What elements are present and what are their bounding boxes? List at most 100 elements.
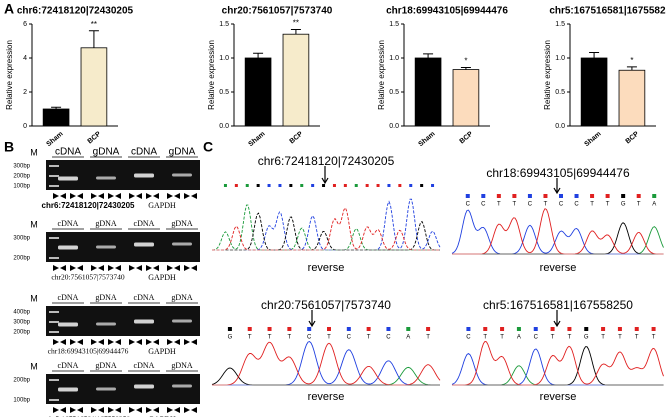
lane-label: gDNA bbox=[171, 219, 193, 228]
x-tick-label: Sham bbox=[583, 131, 602, 149]
x-tick-label: BCP bbox=[459, 130, 475, 145]
primer-arrow bbox=[146, 265, 152, 271]
base-letter: T bbox=[637, 202, 641, 208]
position-arrow bbox=[308, 310, 316, 328]
x-tick-label: BCP bbox=[289, 130, 305, 145]
y-tick-label: 0.5 bbox=[219, 89, 229, 96]
base-marker bbox=[287, 327, 292, 331]
primer-arrow bbox=[53, 407, 59, 413]
y-tick-label: 1.0 bbox=[555, 55, 565, 62]
y-tick-label: 6 bbox=[23, 21, 27, 28]
bar bbox=[414, 57, 442, 127]
base-marker bbox=[223, 184, 227, 187]
primer-arrow bbox=[77, 339, 83, 345]
size-label: 300bp bbox=[13, 320, 30, 326]
primer-arrow bbox=[91, 193, 97, 199]
gel-band bbox=[134, 319, 154, 324]
direction-label: reverse bbox=[308, 262, 345, 274]
primer-arrow bbox=[129, 193, 135, 199]
base-marker bbox=[346, 327, 351, 331]
gel-band bbox=[134, 173, 154, 178]
primer-arrow bbox=[184, 193, 190, 199]
primer-arrow bbox=[91, 265, 97, 271]
primer-arrow bbox=[115, 339, 121, 345]
primer-arrow bbox=[174, 339, 180, 345]
direction-label: reverse bbox=[540, 391, 577, 403]
gel-band bbox=[96, 176, 116, 180]
primer-arrow bbox=[129, 339, 135, 345]
primer-arrow bbox=[108, 193, 114, 199]
primer-arrow bbox=[184, 339, 190, 345]
y-tick-label: 0 bbox=[23, 123, 27, 130]
y-tick-label: 4 bbox=[23, 55, 27, 62]
y-axis-label: Relative expression bbox=[543, 40, 552, 110]
base-marker bbox=[550, 327, 555, 331]
y-tick-label: 0.0 bbox=[555, 123, 565, 130]
base-letter: T bbox=[327, 335, 331, 341]
size-label: 200bp bbox=[13, 378, 30, 384]
primer-arrow bbox=[115, 407, 121, 413]
gel-band bbox=[172, 242, 192, 246]
base-marker bbox=[512, 194, 517, 198]
base-marker bbox=[366, 327, 371, 331]
gel-band bbox=[58, 387, 78, 392]
primer-arrow bbox=[136, 407, 142, 413]
primer-arrow bbox=[53, 339, 59, 345]
marker-label: M bbox=[30, 293, 38, 303]
base-marker bbox=[465, 194, 470, 198]
base-marker bbox=[431, 184, 435, 187]
panel-label: C bbox=[203, 139, 213, 155]
primer-arrow bbox=[191, 407, 197, 413]
base-marker bbox=[256, 184, 260, 187]
lane-label: gDNA bbox=[169, 147, 196, 158]
x-tick-label: Sham bbox=[247, 131, 266, 149]
panel-label: A bbox=[4, 1, 14, 17]
base-letter: A bbox=[652, 202, 656, 208]
base-letter: T bbox=[497, 202, 501, 208]
base-letter: T bbox=[248, 335, 252, 341]
y-tick-label: 1.5 bbox=[219, 21, 229, 28]
chromatogram-title: chr5:167516581|167558250 bbox=[483, 298, 633, 312]
base-letter: C bbox=[466, 335, 471, 341]
primer-arrow bbox=[108, 265, 114, 271]
base-marker bbox=[278, 184, 282, 187]
primer-arrow bbox=[98, 265, 104, 271]
chart-title: chr20:7561057|7573740 bbox=[222, 6, 333, 17]
gel-band bbox=[58, 322, 78, 327]
primer-arrow bbox=[98, 193, 104, 199]
base-letter: C bbox=[307, 335, 312, 341]
error-bar bbox=[589, 52, 600, 58]
base-marker bbox=[365, 184, 369, 187]
lane-label: cDNA bbox=[134, 219, 155, 228]
base-marker bbox=[227, 327, 232, 331]
base-marker bbox=[634, 327, 639, 331]
y-tick-label: 2 bbox=[23, 89, 27, 96]
base-marker bbox=[420, 184, 424, 187]
base-marker bbox=[267, 184, 271, 187]
ladder-band bbox=[49, 165, 59, 167]
base-marker bbox=[398, 184, 402, 187]
base-marker bbox=[343, 184, 347, 187]
bar bbox=[282, 33, 310, 127]
base-letter: G bbox=[228, 335, 233, 341]
gel-band bbox=[58, 176, 78, 181]
primer-arrow bbox=[153, 407, 159, 413]
base-letter: T bbox=[568, 335, 572, 341]
base-letter: C bbox=[559, 202, 564, 208]
base-marker bbox=[327, 327, 331, 331]
gel-label: GAPDH bbox=[148, 201, 176, 210]
size-label: 200bp bbox=[13, 330, 30, 336]
y-tick-label: 0.0 bbox=[219, 123, 229, 130]
primer-arrow bbox=[60, 265, 66, 271]
base-letter: T bbox=[500, 335, 504, 341]
base-letter: T bbox=[288, 335, 292, 341]
primer-arrow bbox=[91, 339, 97, 345]
primer-arrow bbox=[60, 339, 66, 345]
chart-title: chr6:72418120|72430205 bbox=[17, 6, 134, 17]
marker-label: M bbox=[30, 361, 38, 371]
base-letter: T bbox=[268, 335, 272, 341]
significance: ** bbox=[91, 20, 97, 29]
lane-label: gDNA bbox=[171, 361, 193, 370]
base-marker bbox=[481, 194, 486, 198]
